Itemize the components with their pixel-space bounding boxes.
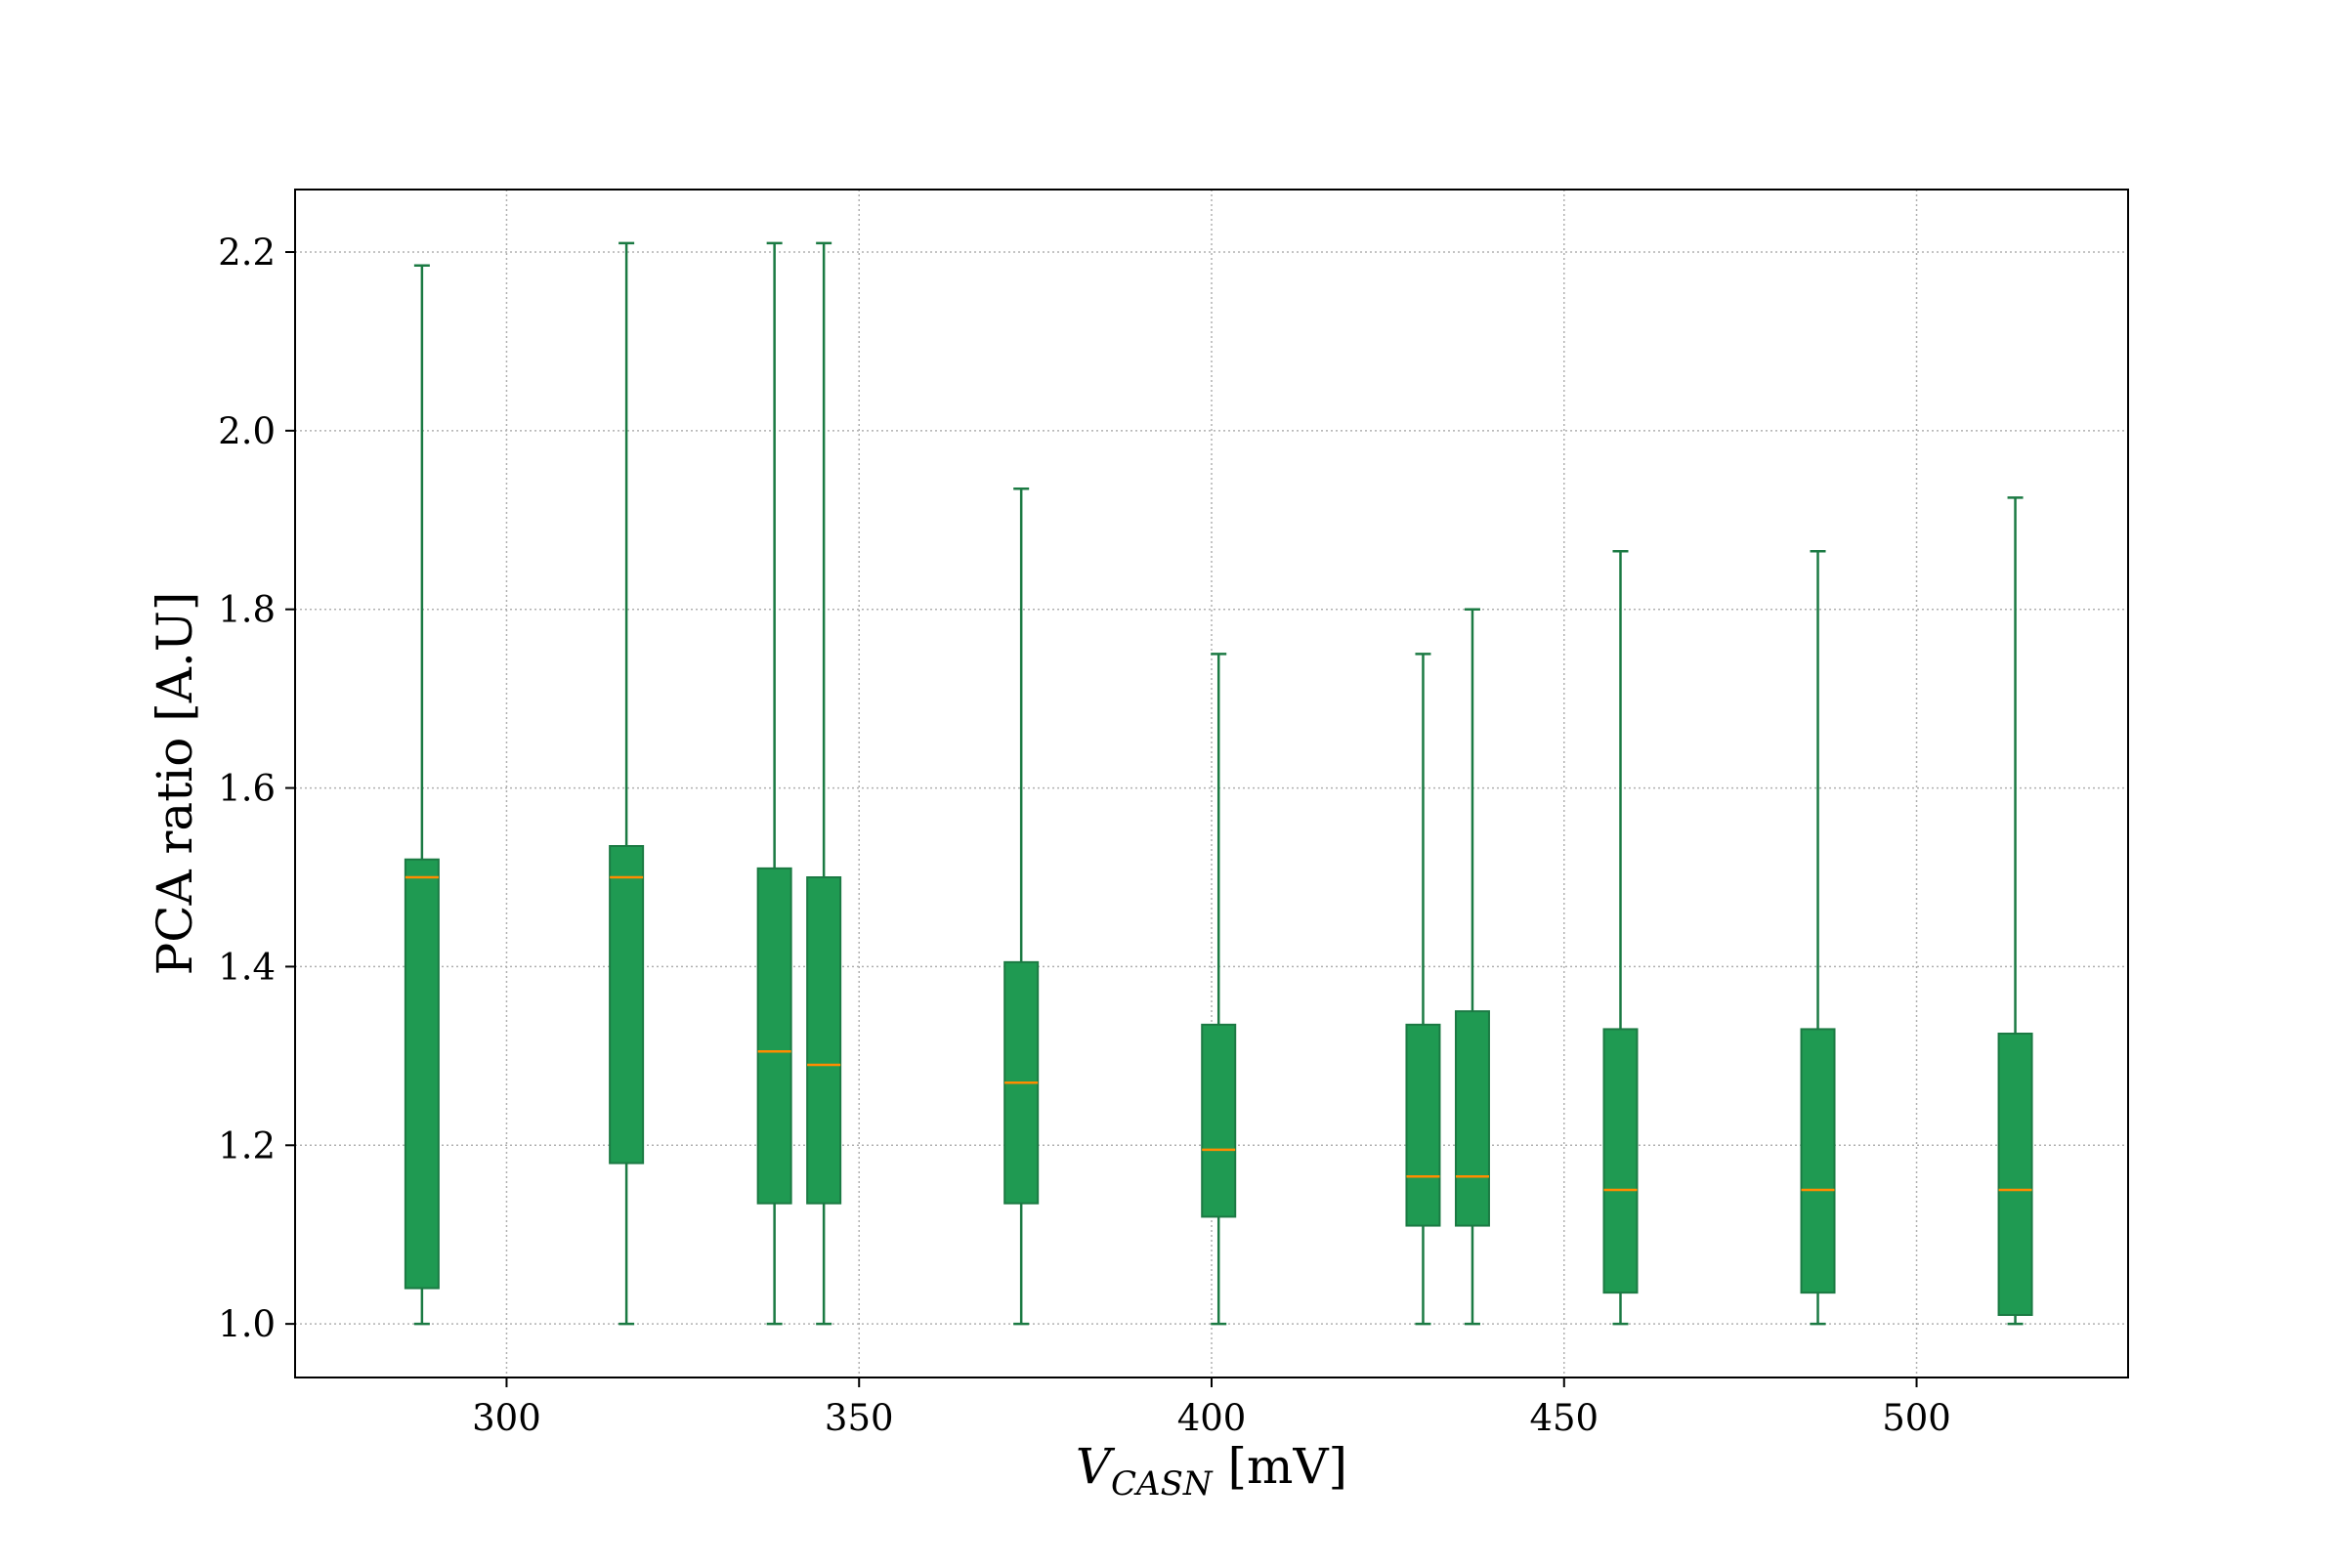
x-axis-label-main: V (1076, 1438, 1116, 1495)
box-layer (404, 241, 2033, 1326)
y-tick-label: 1.4 (218, 946, 276, 988)
box (1405, 1023, 1441, 1227)
box (1201, 1023, 1237, 1218)
y-tick-label: 2.2 (218, 232, 276, 274)
x-tick-label: 300 (472, 1397, 541, 1439)
y-tick-label: 1.8 (218, 589, 276, 631)
x-tick-label: 500 (1882, 1397, 1951, 1439)
x-axis-label-subscript: CASN (1111, 1464, 1214, 1504)
y-tick-label: 1.6 (218, 768, 276, 810)
x-axis-label: VCASN [mV] (1076, 1438, 1347, 1504)
y-tick-label: 1.0 (218, 1303, 276, 1345)
box (756, 867, 792, 1205)
box (404, 858, 440, 1290)
x-tick-label: 400 (1177, 1397, 1247, 1439)
y-tick-label: 1.2 (218, 1124, 276, 1166)
box (1454, 1010, 1490, 1227)
tick-layer: 300 350 400 450 500 1.0 1.2 1.4 1.6 1.8 2.0 2.2 (218, 232, 1951, 1439)
x-tick-label: 450 (1529, 1397, 1599, 1439)
box (1800, 1028, 1836, 1294)
x-axis-label-unit: [mV] (1213, 1438, 1347, 1495)
x-tick-label: 350 (825, 1397, 894, 1439)
y-tick-label: 2.0 (218, 410, 276, 452)
box (1997, 1033, 2033, 1316)
box (609, 845, 645, 1165)
y-axis-label: PCA ratio [A.U] (147, 592, 203, 976)
box (1602, 1028, 1639, 1294)
box (806, 876, 842, 1205)
